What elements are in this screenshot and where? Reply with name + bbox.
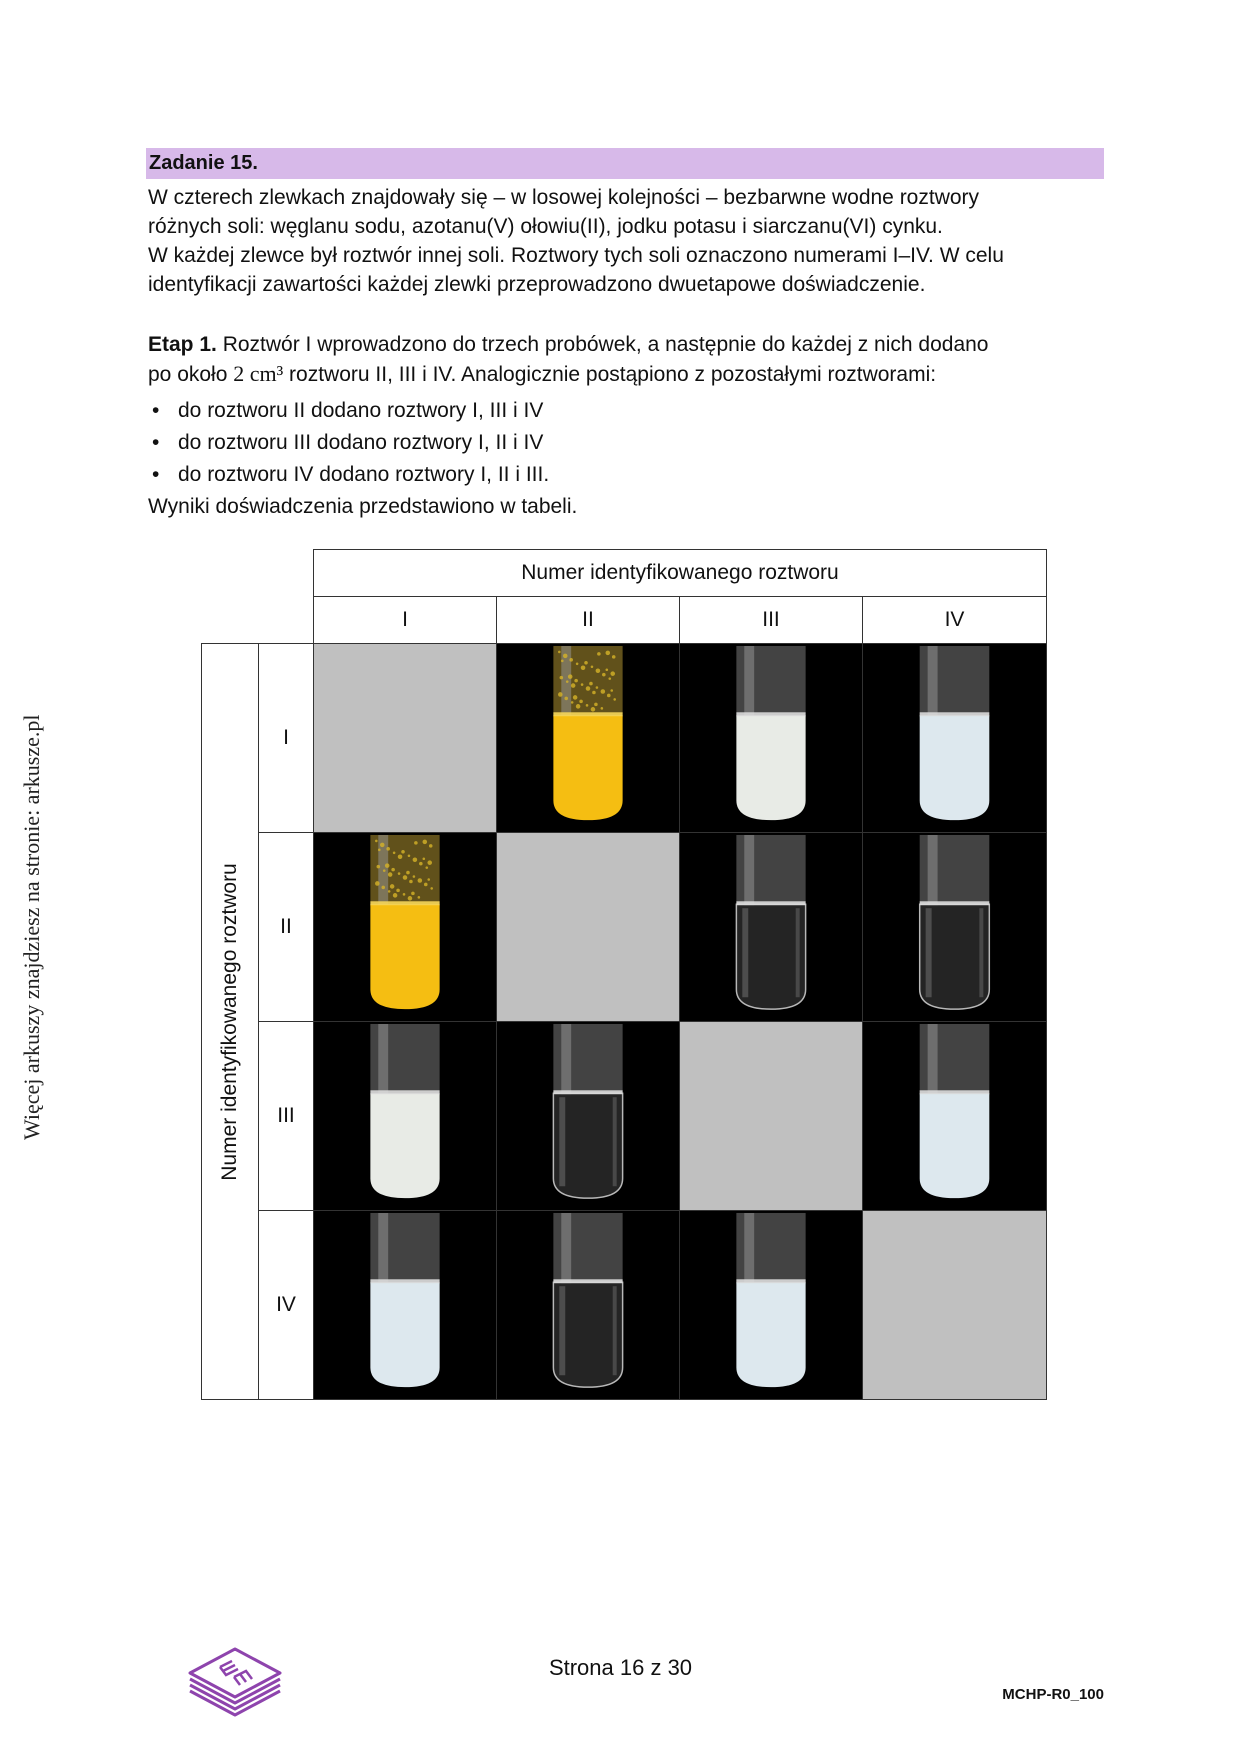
intro-line: różnych soli: węglanu sodu, azotanu(V) o… [148, 215, 943, 238]
etap-line: Roztwór I wprowadzono do trzech probówek… [216, 333, 989, 356]
etap-line: po około [148, 363, 234, 386]
row-header: Numer identyfikowanego roztworu [201, 643, 259, 1400]
bullet-item: do roztworu IV dodano roztwory I, II i I… [148, 459, 1048, 491]
empty-cell [496, 832, 680, 1022]
column-label: IV [862, 596, 1047, 644]
column-label: III [679, 596, 863, 644]
test-tube-photo [496, 1021, 680, 1211]
page-number: Strona 16 z 30 [548, 1655, 693, 1680]
column-label: II [496, 596, 680, 644]
row-label: II [258, 832, 314, 1022]
task-intro: W czterech zlewkach znajdowały się – w l… [148, 183, 1108, 299]
test-tube-icon [735, 834, 807, 1010]
row-label: III [258, 1021, 314, 1211]
test-tube-photo [679, 643, 863, 833]
etap-label: Etap 1. [148, 333, 217, 356]
side-note: Więcej arkuszy znajdziesz na stronie: ar… [19, 714, 44, 1140]
exam-code: MCHP-R0_100 [1002, 1686, 1104, 1703]
test-tube-icon [918, 834, 991, 1010]
cke-em-logo-icon [188, 1647, 282, 1717]
bullet-item: do roztworu III dodano roztwory I, II i … [148, 427, 1048, 459]
results-table: Numer identyfikowanego roztworu I II III… [201, 549, 1047, 1400]
test-tube-photo [862, 643, 1047, 833]
test-tube-icon [552, 1212, 624, 1388]
test-tube-icon [552, 1023, 624, 1199]
row-label: IV [258, 1210, 314, 1400]
test-tube-icon [553, 645, 623, 821]
test-tube-photo [313, 1210, 497, 1400]
results-note: Wyniki doświadczenia przedstawiono w tab… [148, 495, 578, 518]
test-tube-photo [313, 832, 497, 1022]
test-tube-icon [370, 1212, 440, 1388]
test-tube-photo [679, 832, 863, 1022]
empty-cell [679, 1021, 863, 1211]
row-label: I [258, 643, 314, 833]
etap-line: roztworu II, III i IV. Analogicznie post… [283, 363, 937, 386]
test-tube-photo [679, 1210, 863, 1400]
test-tube-icon [919, 1023, 990, 1199]
test-tube-icon [370, 1023, 440, 1199]
task-title: Zadanie 15. [146, 148, 1104, 179]
test-tube-photo [313, 1021, 497, 1211]
intro-line: W każdej zlewce był roztwór innej soli. … [148, 244, 1004, 267]
test-tube-photo [862, 832, 1047, 1022]
bullet-list: do roztworu II dodano roztwory I, III i … [148, 395, 1048, 491]
bullet-item: do roztworu II dodano roztwory I, III i … [148, 395, 1048, 427]
test-tube-photo [496, 643, 680, 833]
test-tube-icon [370, 834, 440, 1010]
volume-value: 2 cm³ [233, 361, 284, 386]
row-header-text: Numer identyfikowanego roztworu [218, 862, 241, 1181]
column-label: I [313, 596, 497, 644]
column-header: Numer identyfikowanego roztworu [313, 549, 1047, 597]
test-tube-icon [919, 645, 990, 821]
empty-cell [313, 643, 497, 833]
test-tube-icon [736, 1212, 806, 1388]
test-tube-photo [862, 1021, 1047, 1211]
empty-cell [862, 1210, 1047, 1400]
etap-description: Etap 1. Roztwór I wprowadzono do trzech … [148, 330, 1108, 389]
test-tube-photo [496, 1210, 680, 1400]
intro-line: W czterech zlewkach znajdowały się – w l… [148, 186, 980, 209]
intro-line: identyfikacji zawartości każdej zlewki p… [148, 273, 926, 296]
test-tube-icon [736, 645, 806, 821]
